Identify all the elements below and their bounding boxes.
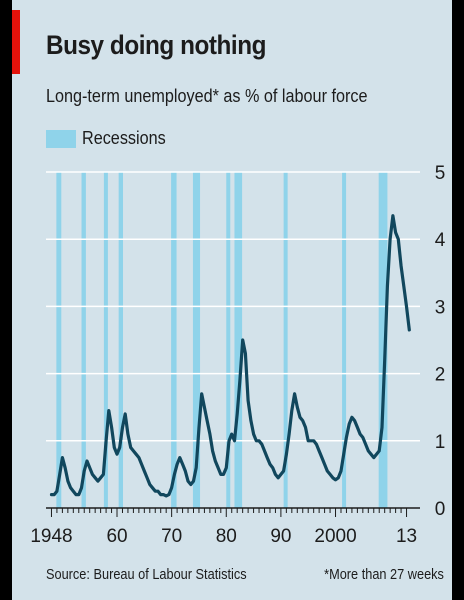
recession-band-4 [171,172,177,508]
y-tick-label-1: 1 [435,432,446,453]
recession-band-9 [342,172,347,508]
recession-band-7 [234,172,243,508]
x-tick-label-70: 70 [161,526,182,547]
legend: Recessions [46,128,175,149]
legend-swatch-recessions [46,129,76,148]
y-tick-label-2: 2 [435,365,446,386]
recession-band-2 [103,172,108,508]
x-tick-label-90: 90 [270,526,291,547]
x-tick-label-2000: 2000 [314,526,356,547]
recession-band-5 [192,172,201,508]
recession-band-6 [226,172,231,508]
series-line-0 [49,214,411,498]
y-tick-label-4: 4 [435,230,446,251]
y-tick-label-3: 3 [435,297,446,318]
legend-label-recessions: Recessions [82,128,166,148]
chart-plot: 0 1 2 3 4 5 1948 60 70 80 90 2000 13 [30,163,446,547]
recession-band-0 [56,172,62,508]
recession-band-1 [81,172,86,508]
recession-band-3 [118,172,124,508]
recession-band-10 [378,172,388,508]
x-tick-label-13: 13 [396,526,417,547]
chart-card: Busy doing nothing Long-term unemployed*… [12,0,452,600]
chart-subtitle: Long-term unemployed* as % of labour for… [46,86,368,106]
footnote: *More than 27 weeks [324,566,444,583]
source-note: Source: Bureau of Labour Statistics [46,566,247,583]
accent-bar [12,10,20,74]
x-tick-label-80: 80 [216,526,237,547]
chart-title: Busy doing nothing [46,30,267,60]
recession-band-8 [283,172,288,508]
y-tick-label-5: 5 [435,163,446,184]
y-tick-label-0: 0 [435,499,446,520]
x-tick-label-60: 60 [106,526,127,547]
x-tick-label-1948: 1948 [30,526,72,547]
